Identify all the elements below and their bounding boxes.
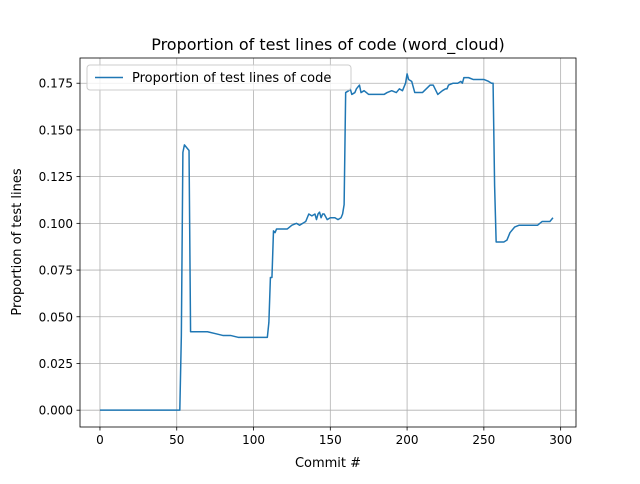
x-tick-label: 250 — [472, 433, 495, 447]
x-axis-label: Commit # — [295, 456, 361, 471]
plot-frame — [79, 57, 577, 428]
x-axis: 0 50 100 150 200 250 300 — [96, 427, 572, 447]
series-line-test-proportion — [99, 73, 554, 411]
y-tick-label: 0.100 — [39, 217, 73, 231]
y-tick-label: 0.125 — [39, 170, 73, 184]
x-tick-label: 0 — [96, 433, 104, 447]
y-axis: 0.000 0.025 0.050 0.075 0.100 0.125 0.150 0.175 — [39, 77, 80, 418]
y-axis-label: Proportion of test lines — [10, 168, 25, 315]
grid — [80, 58, 576, 427]
y-tick-label: 0.025 — [39, 357, 73, 371]
series-layer — [99, 73, 554, 411]
y-tick-label: 0.050 — [39, 310, 73, 324]
x-tick-label: 150 — [319, 433, 342, 447]
y-tick-label: 0.150 — [39, 123, 73, 137]
chart-title: Proportion of test lines of code (word_c… — [151, 35, 505, 55]
x-tick-label: 200 — [396, 433, 419, 447]
x-tick-label: 100 — [242, 433, 265, 447]
x-tick-label: 300 — [549, 433, 572, 447]
y-tick-label: 0.000 — [39, 404, 73, 418]
x-tick-label: 50 — [169, 433, 184, 447]
legend-entry-label: Proportion of test lines of code — [132, 71, 331, 86]
legend-box — [86, 64, 352, 91]
y-tick-label: 0.175 — [39, 77, 73, 91]
legend: Proportion of test lines of code — [86, 64, 352, 91]
y-tick-label: 0.075 — [39, 264, 73, 278]
